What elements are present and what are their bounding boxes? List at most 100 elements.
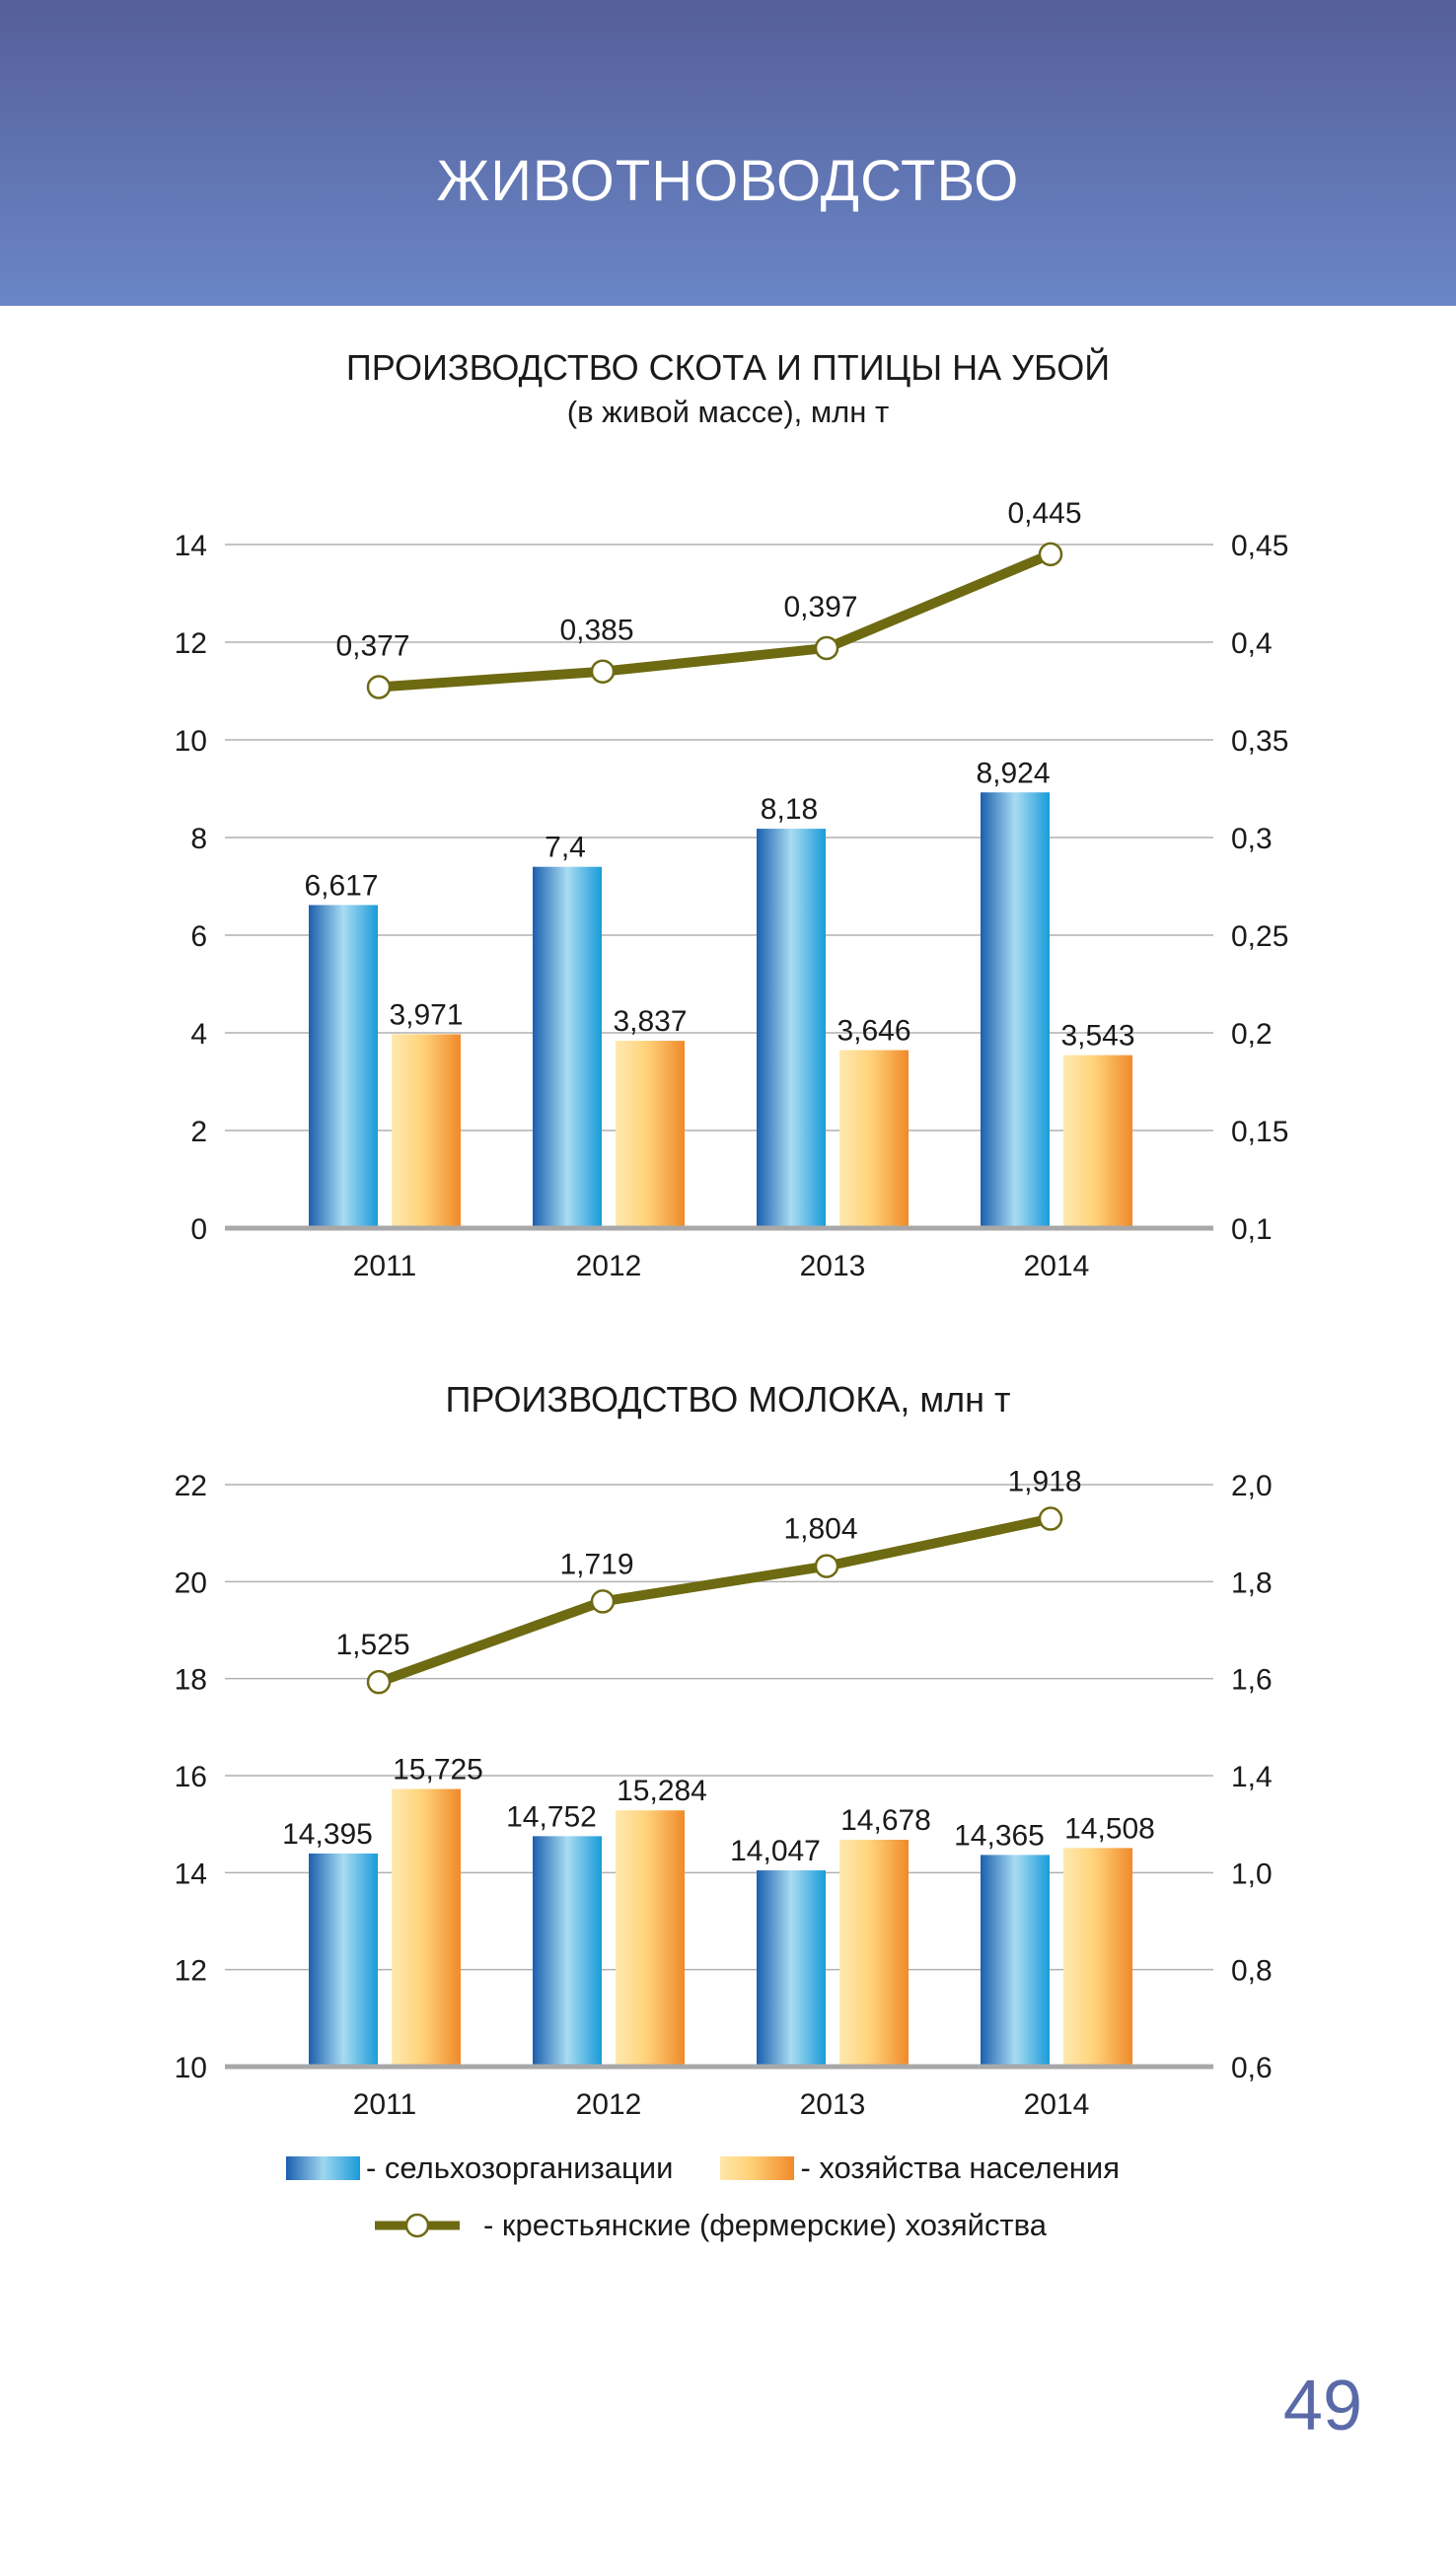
bar-label-households: 15,725	[393, 1754, 483, 1786]
bar-agri	[309, 905, 378, 1228]
y-tick-label: 16	[175, 1761, 207, 1793]
line-label-farms: 0,377	[335, 630, 409, 663]
y2-tick-label: 1,0	[1231, 1858, 1273, 1890]
x-tick-label: 2011	[353, 1250, 417, 1282]
bar-agri	[981, 1855, 1050, 2067]
chart2-title: ПРОИЗВОДСТВО МОЛОКА, млн т	[445, 1379, 1011, 1420]
bar-label-agri: 7,4	[545, 832, 586, 864]
line-label-farms: 1,804	[783, 1513, 857, 1546]
legend-label-households: - хозяйства населения	[800, 2151, 1121, 2185]
line-label-farms: 0,385	[559, 615, 633, 647]
line-label-farms: 1,525	[335, 1629, 409, 1661]
bar-households	[839, 1839, 909, 2067]
bar-households	[839, 1050, 909, 1228]
chart1-title: ПРОИЗВОДСТВО СКОТА И ПТИЦЫ НА УБОЙ	[345, 347, 1111, 388]
y2-tick-label: 0,35	[1231, 725, 1288, 758]
bar-label-agri: 14,047	[730, 1835, 821, 1867]
bar-households	[616, 1810, 685, 2067]
y2-tick-label: 0,45	[1231, 530, 1288, 562]
line-label-farms: 1,719	[559, 1548, 633, 1580]
y2-tick-label: 0,3	[1231, 823, 1273, 855]
y2-tick-label: 0,15	[1231, 1116, 1288, 1148]
legend-label-farms: - крестьянские (фермерские) хозяйства	[483, 2208, 1048, 2242]
point-farms	[1038, 542, 1063, 567]
y-tick-label: 10	[175, 725, 207, 758]
legend-swatch-households	[720, 2156, 795, 2180]
y2-tick-label: 0,8	[1231, 1955, 1273, 1988]
y2-tick-label: 0,25	[1231, 920, 1288, 953]
y2-tick-label: 2,0	[1231, 1470, 1273, 1502]
milk-chart: 10 12 14 16 18 20 22 0,6 0,8 1,0 1,4 1,6 1,8 2,0 14,39…	[175, 1466, 1273, 2121]
bar-label-agri: 14,752	[506, 1800, 597, 1833]
y2-tick-label: 0,2	[1231, 1018, 1273, 1051]
y-tick-label: 20	[175, 1567, 207, 1599]
bar-agri	[981, 792, 1050, 1228]
point-farms	[590, 659, 616, 684]
bar-agri	[533, 1836, 602, 2067]
bar-agri	[309, 1853, 378, 2067]
bar-label-agri: 8,18	[761, 793, 818, 826]
livestock-chart: 0 2 4 6 8 10 12 14 0,1 0,15 0,2 0,25 0,3 0,35 0,4 0,45 6…	[175, 497, 1289, 1282]
point-farms	[814, 1554, 839, 1578]
bar-label-households: 3,543	[1060, 1020, 1134, 1053]
y-tick-label: 22	[175, 1470, 207, 1502]
bar-label-agri: 8,924	[976, 757, 1050, 789]
point-farms	[366, 675, 392, 699]
y-tick-label: 0	[190, 1213, 207, 1246]
bar-households	[392, 1788, 461, 2067]
legend-row-bars: - сельхозорганизации - хозяйства населен…	[286, 2151, 1120, 2186]
y2-tick-label: 1,8	[1231, 1567, 1273, 1599]
bar-households	[392, 1034, 461, 1228]
chart1-subtitle: (в живой массе), млн т	[566, 395, 890, 429]
legend-row-line: - крестьянские (фермерские) хозяйства	[373, 2208, 1047, 2243]
y-tick-label: 6	[190, 920, 207, 953]
bar-label-households: 3,837	[613, 1005, 687, 1038]
x-tick-label: 2013	[800, 2088, 866, 2121]
point-farms	[366, 1669, 392, 1695]
y-tick-label: 8	[190, 823, 207, 855]
bar-agri	[533, 866, 602, 1228]
x-tick-label: 2013	[800, 1250, 866, 1282]
y2-tick-label: 0,1	[1231, 1213, 1273, 1246]
legend-line-marker	[375, 2213, 460, 2238]
y-tick-label: 4	[190, 1018, 207, 1051]
y-tick-label: 12	[175, 627, 207, 660]
header-title: ЖИВОТНОВОДСТВО	[436, 149, 1020, 213]
point-farms	[1038, 1506, 1063, 1531]
page-header: ЖИВОТНОВОДСТВО	[0, 0, 1456, 306]
bar-label-households: 14,678	[840, 1804, 931, 1837]
bar-label-agri: 14,365	[954, 1819, 1045, 1852]
y2-tick-label: 0,6	[1231, 2052, 1273, 2084]
bar-agri	[757, 829, 826, 1228]
y-tick-label: 14	[175, 1858, 207, 1890]
bar-label-households: 15,284	[617, 1775, 707, 1807]
bar-label-households: 3,971	[389, 998, 463, 1031]
page-number: 49	[1282, 2367, 1362, 2445]
bar-households	[1063, 1055, 1132, 1228]
y2-tick-label: 1,4	[1231, 1761, 1273, 1793]
bar-label-households: 3,646	[837, 1015, 910, 1048]
bar-label-households: 14,508	[1064, 1812, 1155, 1845]
line-label-farms: 1,918	[1007, 1466, 1081, 1498]
x-tick-label: 2012	[576, 2088, 642, 2121]
bar-households	[1063, 1848, 1132, 2067]
x-tick-label: 2011	[353, 2088, 417, 2121]
bar-agri	[757, 1870, 826, 2067]
line-farms	[378, 549, 1053, 693]
y2-tick-label: 0,4	[1231, 627, 1273, 660]
y-tick-label: 12	[175, 1955, 207, 1988]
bar-households	[616, 1041, 685, 1228]
point-farms	[590, 1589, 616, 1614]
x-tick-label: 2012	[576, 1250, 642, 1282]
x-tick-label: 2014	[1024, 2088, 1090, 2121]
line-label-farms: 0,445	[1007, 497, 1081, 530]
line-label-farms: 0,397	[783, 591, 857, 623]
y2-tick-label: 1,6	[1231, 1664, 1273, 1697]
y-tick-label: 18	[175, 1664, 207, 1697]
legend-label-agri: - сельхозорганизации	[366, 2151, 674, 2185]
y-tick-label: 14	[175, 530, 207, 562]
point-farms	[814, 635, 839, 661]
legend-swatch-agri	[286, 2156, 360, 2180]
x-tick-label: 2014	[1024, 1250, 1090, 1282]
bar-label-agri: 6,617	[304, 869, 378, 902]
